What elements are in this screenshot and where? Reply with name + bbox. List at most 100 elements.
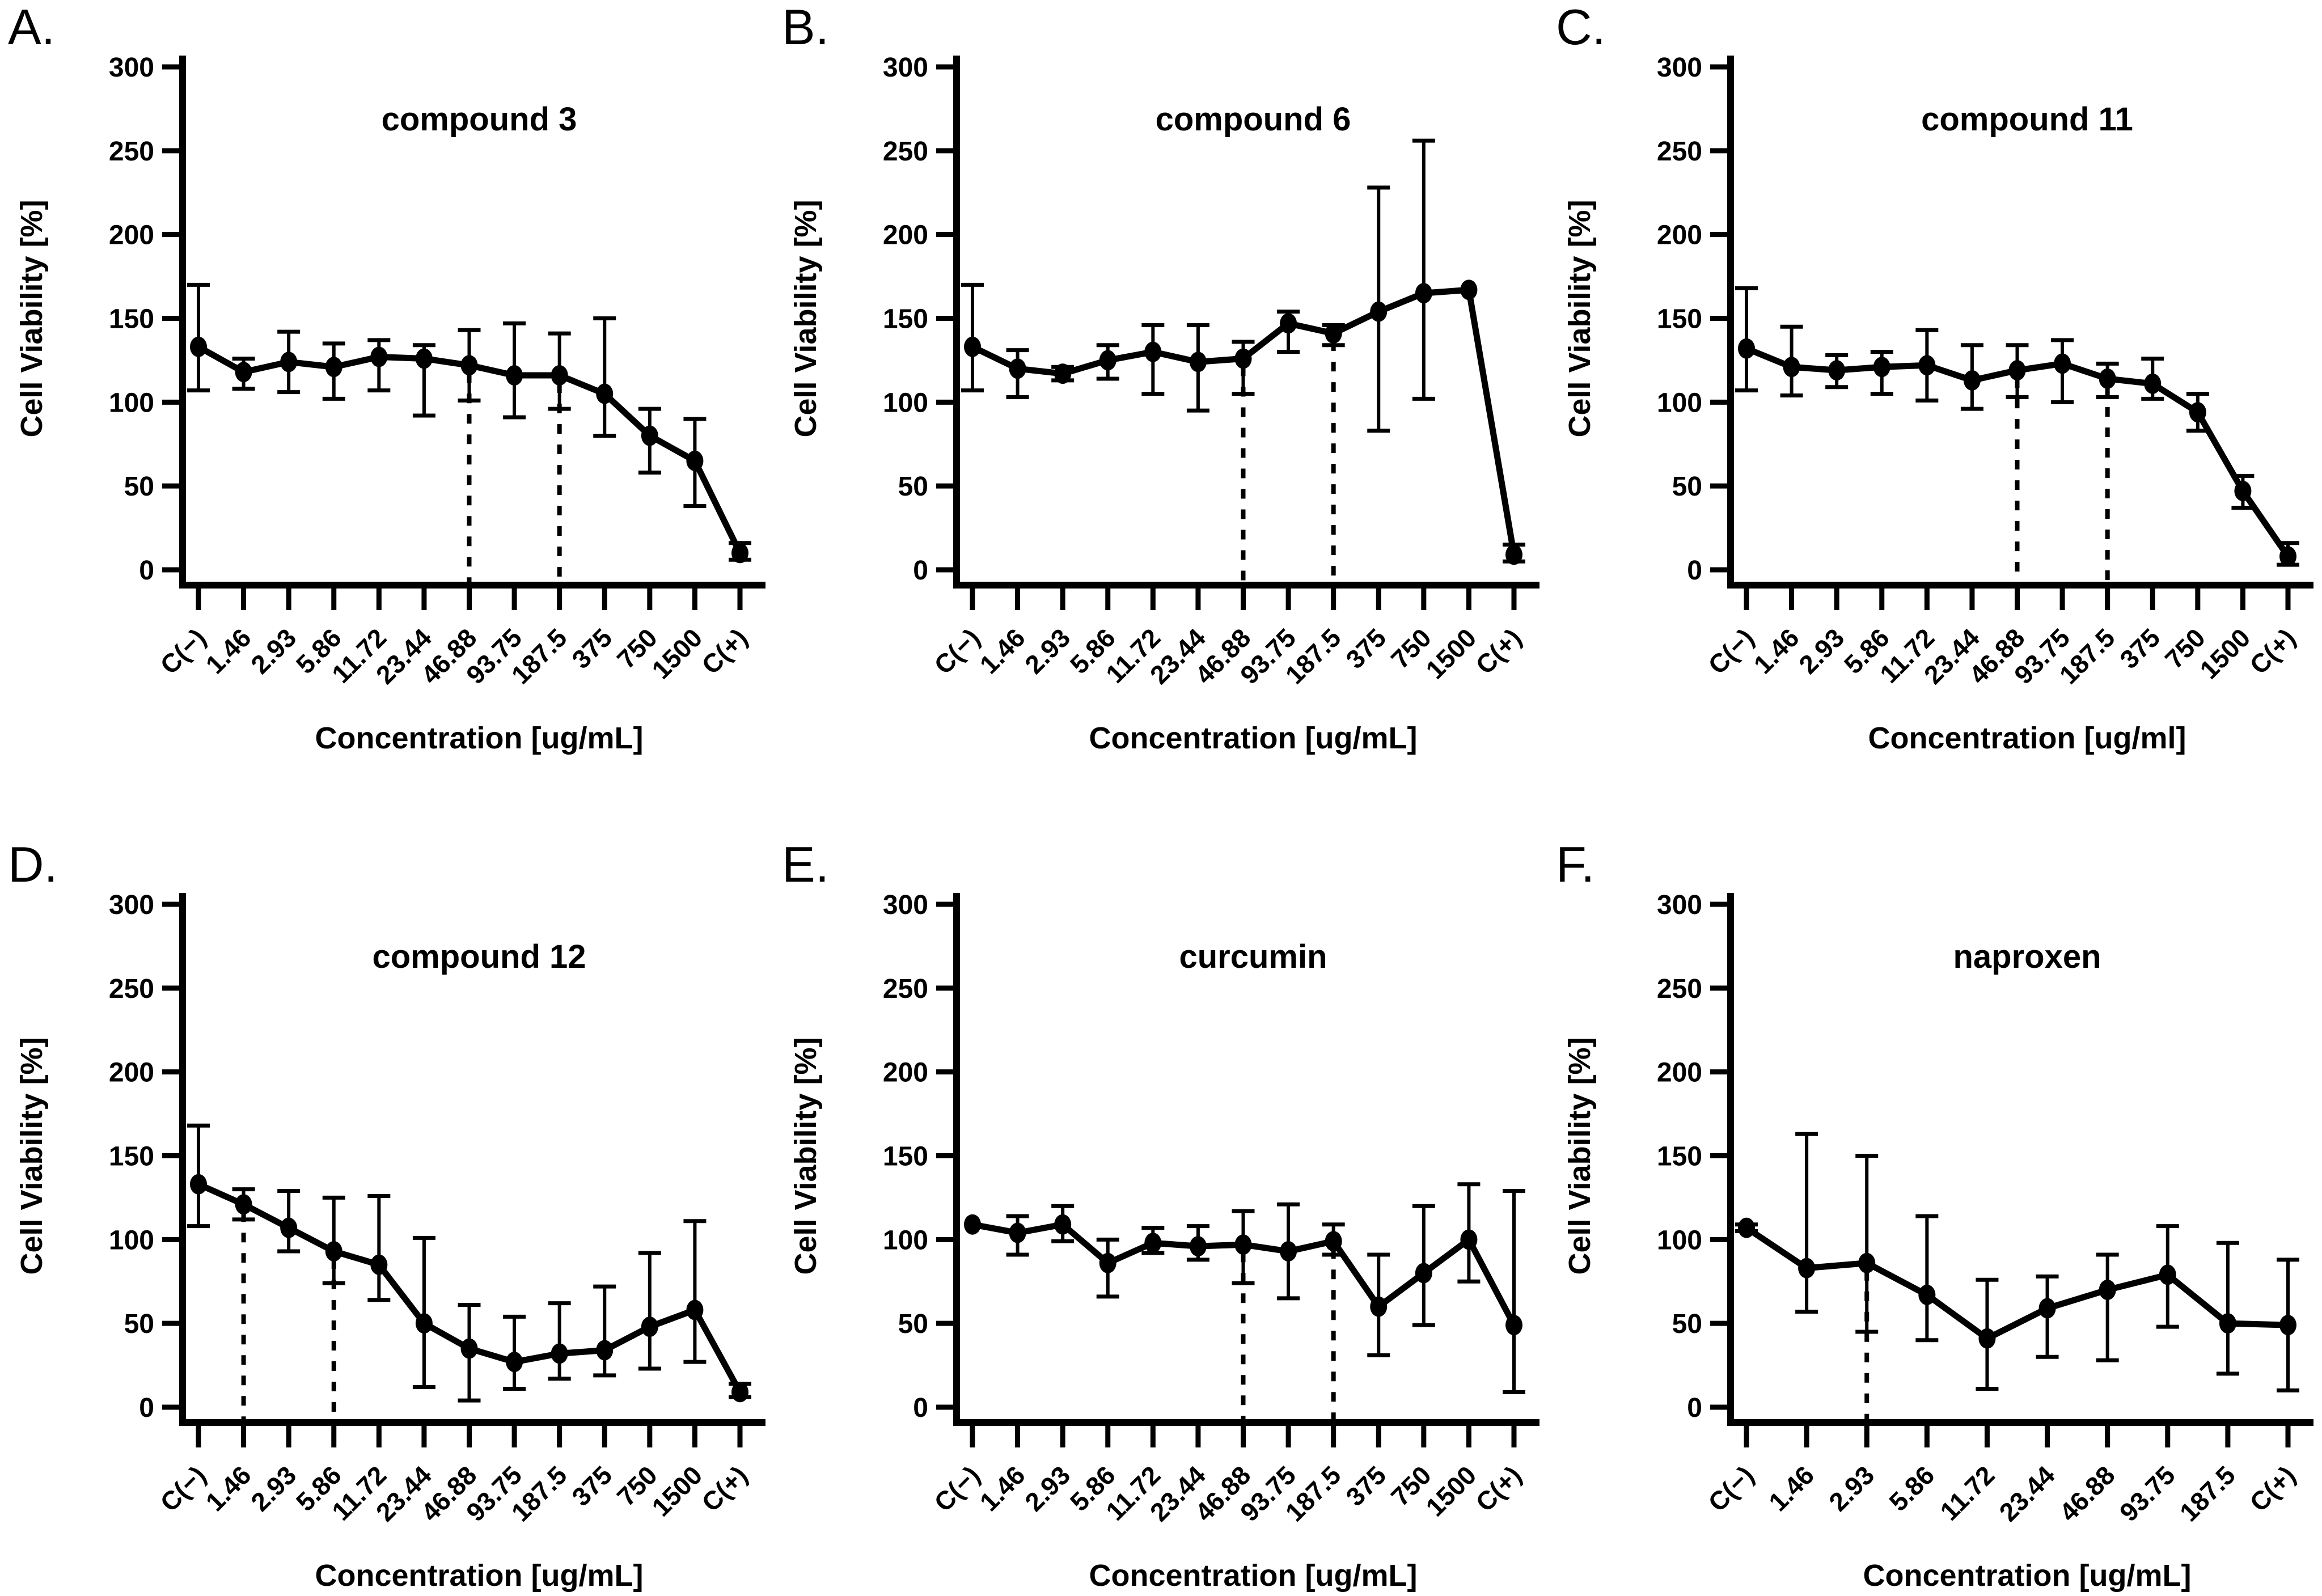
x-axis-label: Concentration [ug/mL] (1863, 1559, 2192, 1593)
x-tick-label: 1.46 (974, 1460, 1031, 1517)
data-point (1873, 357, 1890, 378)
y-tick-label: 200 (883, 221, 928, 251)
x-tick-label: 1500 (646, 1460, 708, 1522)
plot-area: naproxen Concentration [ug/mL] Cell Viab… (1563, 890, 2313, 1593)
data-point (2159, 1264, 2176, 1285)
y-tick-label: 250 (109, 137, 154, 167)
y-axis-label: Cell Viability [%] (1563, 1037, 1597, 1275)
data-point (2099, 368, 2116, 389)
x-tick-label: C(−) (154, 623, 212, 680)
y-tick-label: 300 (109, 890, 154, 920)
y-tick-label: 50 (1672, 472, 1702, 502)
chart-title: compound 12 (372, 938, 586, 975)
y-axis-label: Cell Viability [%] (15, 200, 49, 437)
y-tick-label: 0 (139, 1393, 154, 1423)
x-tick-label: C(+) (1470, 623, 1527, 680)
y-tick-label: 200 (109, 1058, 154, 1088)
data-point (2189, 402, 2206, 423)
y-tick-label: 50 (898, 1309, 928, 1339)
chart-title: compound 3 (382, 101, 577, 138)
x-tick-label: 1500 (646, 623, 708, 684)
x-tick-label: 375 (1340, 623, 1391, 674)
y-tick-label: 150 (883, 304, 928, 335)
panel-letter: A. (8, 0, 56, 55)
data-point (506, 365, 523, 386)
data-point (686, 450, 704, 471)
y-tick-label: 300 (883, 890, 928, 920)
x-tick-label: 5.86 (1883, 1460, 1940, 1517)
data-point (1918, 1284, 1936, 1305)
data-point (370, 1254, 388, 1275)
x-axis-label: Concentration [ug/mL] (315, 721, 644, 755)
x-tick-label: 1500 (1420, 623, 1482, 684)
data-point (1415, 1263, 1432, 1284)
x-tick-label: C(−) (1702, 623, 1760, 680)
x-tick-label: 2.93 (1793, 623, 1850, 679)
y-tick-label: 300 (1657, 890, 1702, 920)
x-axis-label: Concentration [ug/mL] (1089, 721, 1418, 755)
data-point (1370, 301, 1388, 322)
data-point (1370, 1296, 1388, 1317)
y-tick-label: 150 (109, 1142, 154, 1172)
data-point (1099, 350, 1116, 371)
y-tick-label: 300 (1657, 53, 1702, 83)
data-point (1918, 355, 1936, 376)
data-point (2054, 353, 2071, 374)
data-point (1054, 363, 1072, 384)
y-tick-label: 50 (124, 472, 154, 502)
data-point (460, 355, 478, 376)
x-tick-label: 2.93 (1019, 1460, 1076, 1517)
y-tick-label: 250 (1657, 137, 1702, 167)
y-tick-label: 150 (1657, 1142, 1702, 1172)
x-tick-label: 1.46 (974, 623, 1031, 679)
data-point (1738, 1217, 1755, 1238)
data-point (2144, 373, 2162, 394)
chart-title: compound 11 (1921, 101, 2133, 138)
data-point (325, 357, 342, 378)
data-point (964, 336, 981, 357)
data-point (1858, 1252, 1876, 1273)
x-tick-label: 2.93 (1019, 623, 1076, 679)
data-point (2099, 1280, 2116, 1301)
chart-title: curcumin (1179, 938, 1327, 975)
data-point (1280, 1241, 1297, 1262)
data-point (1963, 370, 1981, 391)
y-tick-label: 0 (913, 556, 928, 586)
panel-letter: B. (782, 0, 830, 55)
y-tick-label: 100 (883, 388, 928, 418)
data-point (415, 1313, 433, 1334)
y-tick-label: 50 (898, 472, 928, 502)
x-tick-label: 1.46 (1748, 623, 1805, 679)
y-tick-label: 250 (883, 137, 928, 167)
x-tick-label: 375 (566, 623, 617, 674)
x-tick-label: C(+) (696, 623, 753, 680)
x-tick-label: C(+) (696, 1460, 753, 1517)
y-tick-label: 200 (1657, 221, 1702, 251)
plot-area: compound 6 Concentration [ug/mL] Cell Vi… (789, 53, 1539, 755)
data-point (551, 1343, 568, 1364)
chart-title: naproxen (1953, 938, 2101, 975)
series-line (1743, 1225, 2291, 1342)
data-point (731, 543, 748, 564)
data-point (1738, 338, 1755, 359)
data-point (1325, 323, 1342, 344)
data-point (415, 348, 433, 369)
x-tick-label: 1.46 (1763, 1460, 1820, 1517)
data-point (2234, 481, 2252, 502)
x-tick-label: 2.93 (245, 1460, 302, 1517)
data-point (1505, 1315, 1522, 1336)
y-axis-label: Cell Viability [%] (789, 1037, 823, 1275)
data-point (1009, 1222, 1026, 1243)
data-point (280, 1217, 298, 1238)
data-point (2279, 546, 2296, 567)
y-axis-label: Cell Viability [%] (1563, 200, 1597, 437)
panel-f: F. naproxen Concentration [ug/mL] Cell V… (1548, 798, 2322, 1595)
y-tick-label: 250 (109, 974, 154, 1004)
y-tick-label: 150 (1657, 304, 1702, 335)
data-point (235, 1194, 252, 1215)
y-tick-label: 200 (883, 1058, 928, 1088)
data-point (235, 362, 252, 383)
plot-area: curcumin Concentration [ug/mL] Cell Viab… (789, 890, 1539, 1593)
data-point (551, 365, 568, 386)
